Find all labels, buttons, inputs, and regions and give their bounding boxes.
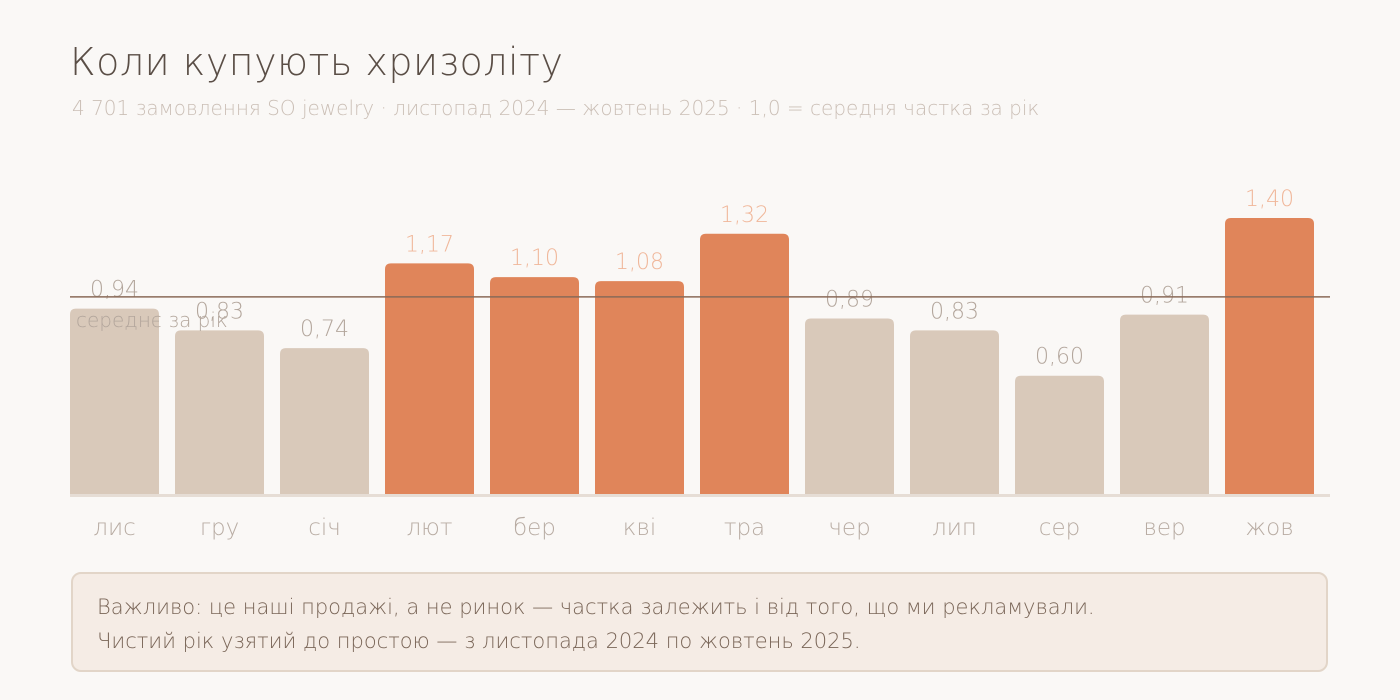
month-label-лют: лют <box>406 515 452 541</box>
bar-вер <box>1120 314 1209 494</box>
month-label-чер: чер <box>828 515 870 541</box>
bar-гру <box>175 330 264 494</box>
value-label-лис: 0,94 <box>90 278 139 303</box>
value-label-січ: 0,74 <box>300 317 349 342</box>
bar-кві <box>595 281 684 494</box>
value-label-чер: 0,89 <box>825 288 874 313</box>
month-label-лис: лис <box>93 515 136 541</box>
value-label-сер: 0,60 <box>1035 345 1084 370</box>
bar-чер <box>805 318 894 494</box>
bar-лис <box>70 308 159 494</box>
month-label-січ: січ <box>308 515 341 541</box>
value-label-лют: 1,17 <box>405 232 454 257</box>
note-line-2: Чистий рік узятий до простою — з листопа… <box>97 629 861 653</box>
bar-лют <box>385 263 474 494</box>
note-line-1: Важливо: це наші продажі, а не ринок — ч… <box>97 595 1095 619</box>
bar-тра <box>700 233 789 494</box>
value-label-жов: 1,40 <box>1245 187 1294 212</box>
chart-subtitle: 4 701 замовлення SO jewelry · листопад 2… <box>72 96 1040 120</box>
average-line-label: середнє за рік <box>76 308 228 332</box>
bar-січ <box>280 348 369 494</box>
month-label-гру: гру <box>200 515 240 541</box>
chart-title: Коли купують хризоліту <box>70 40 564 84</box>
value-label-кві: 1,08 <box>615 250 664 275</box>
month-label-сер: сер <box>1039 515 1080 541</box>
bar-бер <box>490 277 579 494</box>
month-label-кві: кві <box>623 515 657 541</box>
value-label-бер: 1,10 <box>510 246 559 271</box>
x-axis-baseline <box>70 494 1330 497</box>
bar-chart: 0,94 0,83 0,74 1,17 1,10 1,08 1,32 0,89 0,83 0,60… <box>70 187 1330 541</box>
bar-лип <box>910 330 999 494</box>
bar-сер <box>1015 375 1104 494</box>
value-label-тра: 1,32 <box>720 203 769 228</box>
month-label-вер: вер <box>1143 515 1185 541</box>
value-label-гру: 0,83 <box>195 299 244 324</box>
month-label-жов: жов <box>1245 515 1293 541</box>
month-label-тра: тра <box>724 515 765 541</box>
value-label-вер: 0,91 <box>1140 284 1189 309</box>
month-label-бер: бер <box>513 515 556 541</box>
value-label-лип: 0,83 <box>930 299 979 324</box>
month-label-лип: лип <box>932 515 977 541</box>
bar-жов <box>1225 218 1314 494</box>
note-box: Важливо: це наші продажі, а не ринок — ч… <box>71 572 1328 672</box>
